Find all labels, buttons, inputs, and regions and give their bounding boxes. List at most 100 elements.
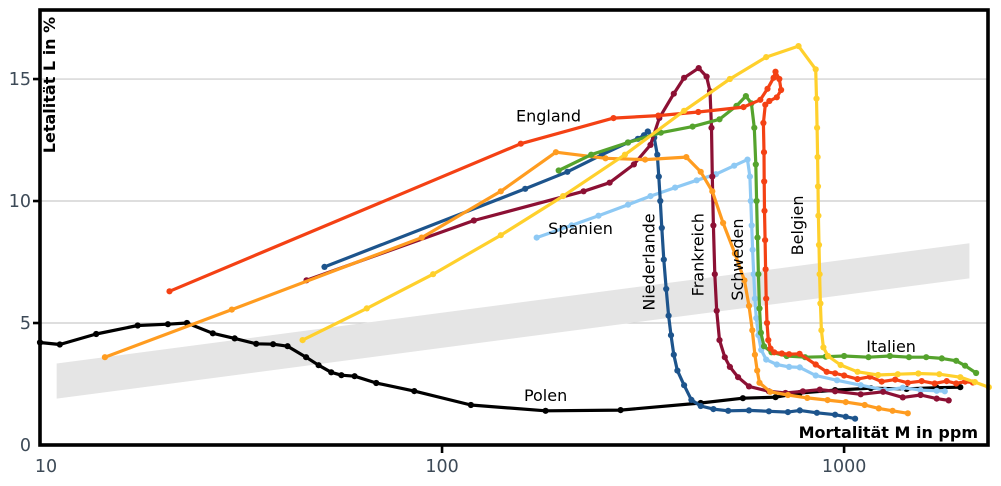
data-point-schweden <box>767 388 774 395</box>
data-point-spanien <box>941 388 948 395</box>
data-point-niederlande <box>660 256 667 263</box>
data-point-spanien <box>624 201 632 208</box>
data-point-niederlande <box>813 409 821 416</box>
data-point-england <box>761 207 768 214</box>
data-point-frankreich <box>713 307 720 314</box>
data-point-frankreich <box>799 388 807 395</box>
data-point-frankreich <box>945 397 952 404</box>
data-point-frankreich <box>721 354 728 361</box>
data-point-niederlande <box>697 402 704 410</box>
data-point-schweden <box>697 168 704 175</box>
data-point-niederlande <box>796 407 803 414</box>
data-point-spanien <box>812 372 819 379</box>
data-point-polen <box>253 340 260 347</box>
data-point-frankreich <box>606 179 613 186</box>
data-point-schweden <box>497 188 504 195</box>
data-point-belgien <box>915 370 922 377</box>
y-tick-label-5: 5 <box>20 314 31 334</box>
data-point-italien <box>755 271 762 278</box>
country-label-polen: Polen <box>524 386 567 405</box>
data-point-spanien <box>747 197 754 205</box>
data-point-frankreich <box>710 222 717 229</box>
data-point-spanien <box>744 156 751 163</box>
data-point-frankreich <box>580 188 587 195</box>
data-point-italien <box>751 124 758 131</box>
data-point-england <box>760 119 767 127</box>
data-point-niederlande <box>663 285 670 292</box>
data-point-frankreich <box>857 391 864 398</box>
data-point-belgien <box>957 374 964 381</box>
data-point-england <box>166 288 173 295</box>
data-point-schweden <box>720 219 727 227</box>
data-point-frankreich <box>709 173 716 180</box>
data-point-schweden <box>754 367 761 374</box>
data-point-niederlande <box>832 411 839 418</box>
country-label-schweden: Schweden <box>728 219 747 301</box>
data-point-england <box>695 108 702 116</box>
data-point-belgien <box>816 271 823 278</box>
data-point-schweden <box>642 156 649 163</box>
data-point-england <box>773 94 780 101</box>
data-point-england <box>763 319 771 327</box>
data-point-spanien <box>693 177 700 184</box>
data-point-england <box>778 350 785 357</box>
data-point-spanien <box>750 271 757 278</box>
data-point-frankreich <box>711 271 718 278</box>
data-point-belgien <box>363 305 370 312</box>
data-point-spanien <box>786 363 793 370</box>
data-point-belgien <box>763 54 770 61</box>
data-point-belgien <box>814 124 821 131</box>
data-point-italien <box>588 151 595 158</box>
data-point-england <box>841 372 848 379</box>
data-point-polen <box>164 321 171 328</box>
data-point-frankreich <box>708 124 715 131</box>
data-point-spanien <box>647 193 654 200</box>
data-point-niederlande <box>654 151 661 158</box>
data-point-polen <box>957 384 964 391</box>
x-tick-label-100: 100 <box>425 457 458 477</box>
data-point-england <box>762 237 769 244</box>
data-point-belgien <box>936 371 943 378</box>
data-point-england <box>953 380 960 387</box>
data-point-italien <box>752 161 759 168</box>
data-point-polen <box>772 394 779 401</box>
x-axis-title: Mortalität M in ppm <box>799 423 978 442</box>
data-point-england <box>778 86 785 94</box>
data-point-england <box>772 68 779 75</box>
data-point-belgien <box>497 232 504 239</box>
data-point-schweden <box>741 277 748 284</box>
data-point-schweden <box>904 410 911 417</box>
data-point-england <box>740 104 747 111</box>
data-point-england <box>823 368 830 375</box>
data-point-spanien <box>595 212 602 219</box>
data-point-niederlande <box>710 406 717 413</box>
data-point-frankreich <box>716 337 723 344</box>
reference-band <box>56 243 970 399</box>
data-point-england <box>770 74 777 81</box>
data-point-spanien <box>672 184 679 191</box>
data-point-england <box>517 140 524 147</box>
data-point-england <box>943 378 950 385</box>
data-point-polen <box>338 372 345 379</box>
data-point-schweden <box>804 394 811 401</box>
x-tick-label-1000: 1000 <box>822 457 867 477</box>
data-point-niederlande <box>564 168 571 175</box>
data-point-schweden <box>751 351 759 358</box>
data-point-schweden <box>709 188 716 195</box>
data-point-belgien <box>971 379 979 386</box>
x-tick-label-10: 10 <box>35 457 57 477</box>
data-point-england <box>832 370 839 377</box>
data-point-frankreich <box>735 374 742 381</box>
data-point-england <box>655 112 662 119</box>
data-point-polen <box>270 341 277 348</box>
data-point-italien <box>753 197 760 205</box>
data-point-schweden <box>861 401 868 409</box>
data-point-spanien <box>933 387 940 394</box>
data-point-niederlande <box>688 396 695 403</box>
data-point-polen <box>93 330 100 338</box>
data-point-italien <box>756 305 763 312</box>
data-point-polen <box>209 330 216 337</box>
data-point-spanien <box>748 222 755 229</box>
data-point-polen <box>284 343 291 350</box>
